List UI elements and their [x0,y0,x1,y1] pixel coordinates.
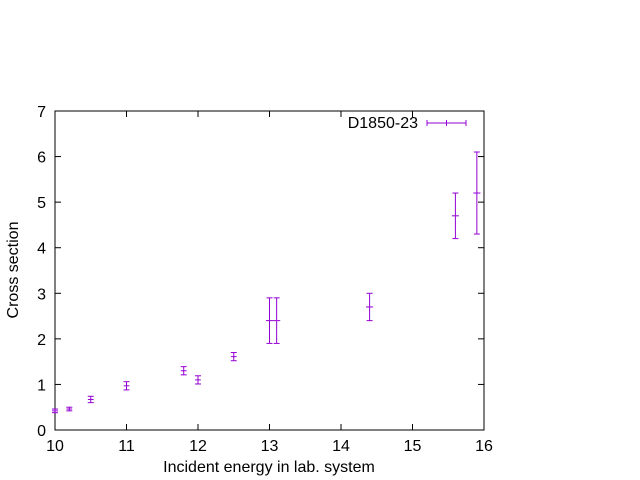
y-tick-label: 3 [37,286,46,303]
x-tick-labels: 10 11 12 13 14 15 16 [46,438,493,455]
x-tick-label: 10 [46,438,64,455]
y-tick-labels: 0 1 2 3 4 5 6 7 [37,104,46,440]
data-point-errorbar [451,192,459,240]
y-tick-label: 4 [37,241,46,258]
data-point-errorbar [473,151,481,235]
y-tick-label: 0 [37,423,46,440]
x-tick-label: 12 [189,438,207,455]
plot-frame [54,110,485,431]
data-point-errorbar [366,292,374,322]
data-series [52,151,481,414]
x-axis-label: Incident energy in lab. system [163,459,375,476]
data-point-errorbar [123,381,130,391]
data-point-errorbar [265,297,274,344]
y-tick-label: 1 [37,377,46,394]
legend: D1850-23 [348,115,467,132]
data-point-errorbar [230,352,237,362]
y-tick-label: 5 [37,195,46,212]
legend-label: D1850-23 [348,115,418,132]
x-tick-label: 13 [261,438,279,455]
y-axis-label: Cross section [5,222,22,319]
data-point-errorbar [273,297,281,344]
x-tick-label: 15 [404,438,422,455]
data-point-errorbar [52,408,58,414]
tick-marks [54,110,485,431]
y-tick-label: 6 [37,150,46,167]
x-tick-label: 16 [475,438,493,455]
x-tick-label: 14 [332,438,350,455]
data-point-errorbar [87,395,94,404]
y-tick-label: 2 [37,332,46,349]
data-point-errorbar [195,375,201,385]
x-tick-label: 11 [118,438,135,455]
data-point-errorbar [66,406,73,412]
y-tick-label: 7 [37,104,46,121]
data-point-errorbar [180,366,187,376]
legend-sample [426,120,467,126]
